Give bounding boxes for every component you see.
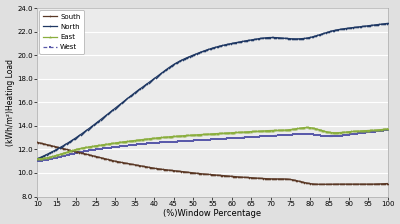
North [330, 29, 335, 32]
East [249, 130, 254, 133]
West [242, 136, 247, 139]
West [36, 160, 41, 162]
West [352, 133, 357, 135]
East [244, 130, 248, 133]
North [244, 39, 248, 42]
South [318, 183, 323, 186]
Line: South: South [36, 142, 388, 185]
Line: East: East [36, 126, 389, 160]
North [352, 26, 357, 29]
Line: West: West [36, 129, 389, 162]
Legend: South, North, East, West: South, North, East, West [39, 10, 84, 54]
North [242, 40, 247, 42]
West [330, 135, 335, 138]
South [35, 141, 40, 144]
East [35, 157, 40, 160]
North [249, 39, 254, 41]
East [304, 126, 309, 129]
South [242, 176, 247, 179]
Y-axis label: (kWh/m²)Heating Load: (kWh/m²)Heating Load [6, 59, 14, 146]
Line: North: North [36, 23, 388, 160]
South [244, 176, 248, 179]
East [354, 130, 358, 133]
North [36, 157, 41, 160]
East [36, 157, 41, 160]
East [385, 127, 390, 130]
East [331, 131, 336, 134]
East [242, 131, 247, 133]
South [331, 183, 336, 185]
North [385, 22, 390, 25]
South [354, 183, 358, 185]
West [385, 129, 390, 131]
West [244, 136, 248, 139]
West [35, 160, 40, 162]
North [35, 157, 40, 160]
West [249, 136, 254, 138]
South [249, 176, 254, 179]
South [385, 182, 390, 185]
X-axis label: (%)Window Percentage: (%)Window Percentage [164, 209, 262, 218]
South [36, 141, 41, 144]
